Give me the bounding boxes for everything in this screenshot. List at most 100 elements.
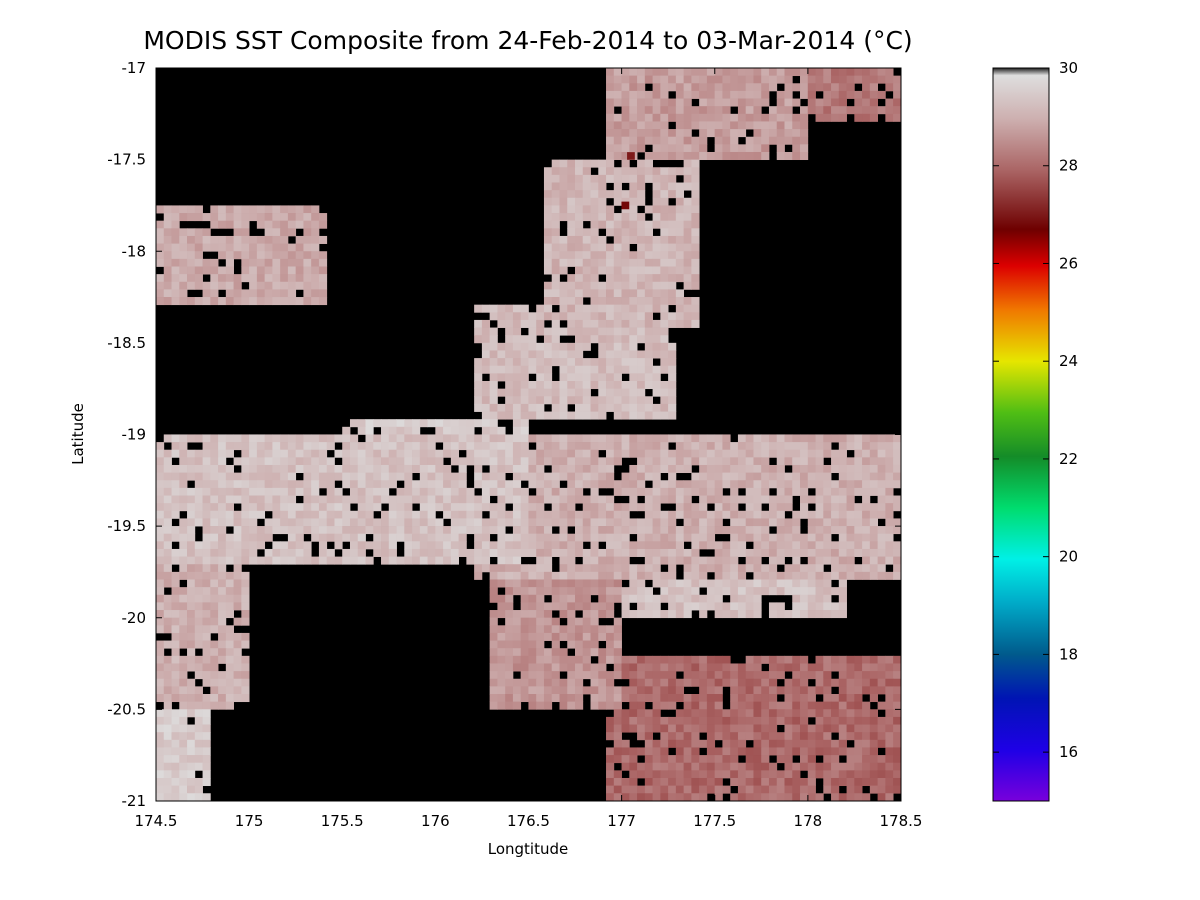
sst-cell [582, 472, 591, 481]
sst-cell [598, 411, 607, 420]
sst-cell [202, 587, 211, 596]
x-tick-label: 178 [794, 812, 823, 830]
sst-cell [512, 480, 522, 489]
sst-cell [846, 655, 855, 664]
sst-cell [225, 434, 234, 443]
sst-cell [823, 480, 832, 489]
sst-cell [466, 556, 475, 565]
sst-cell [156, 243, 165, 252]
sst-cell [722, 716, 731, 725]
sst-cell [706, 487, 716, 496]
sst-cell [885, 747, 894, 756]
sst-cell [714, 121, 723, 130]
sst-cell [598, 587, 607, 596]
sst-cell [691, 434, 700, 443]
sst-cell [714, 98, 723, 107]
sst-cell [652, 503, 661, 512]
sst-cell [753, 663, 762, 672]
sst-cell [730, 541, 739, 550]
sst-cell [295, 480, 304, 489]
sst-cell [668, 594, 677, 603]
sst-cell [303, 503, 312, 512]
sst-cell [481, 487, 491, 496]
sst-cell [784, 724, 793, 733]
sst-cell [606, 228, 615, 237]
sst-cell [567, 235, 576, 244]
sst-cell [877, 701, 886, 710]
sst-cell [256, 205, 266, 214]
sst-cell [637, 350, 646, 359]
sst-cell [590, 541, 599, 550]
sst-cell [194, 434, 203, 443]
sst-cell [753, 464, 762, 474]
sst-cell [784, 121, 793, 130]
sst-cell [621, 777, 630, 787]
sst-cell [753, 518, 762, 527]
sst-cell [512, 495, 522, 504]
sst-cell [869, 526, 878, 535]
sst-cell [334, 495, 343, 504]
sst-cell [163, 793, 172, 802]
sst-cell [179, 213, 188, 222]
sst-cell [303, 480, 312, 489]
sst-cell [590, 625, 599, 634]
sst-cell [683, 68, 692, 77]
sst-cell [706, 770, 716, 779]
sst-cell [427, 495, 436, 504]
sst-cell [660, 90, 669, 99]
sst-cell [287, 243, 297, 252]
sst-cell [613, 487, 622, 496]
sst-cell [691, 571, 700, 580]
sst-cell [660, 151, 669, 161]
sst-cell [629, 655, 638, 664]
sst-cell [800, 785, 809, 794]
sst-cell [497, 640, 506, 649]
sst-cell [683, 159, 692, 168]
sst-cell [621, 350, 630, 359]
sst-cell [505, 541, 514, 550]
sst-cell [691, 694, 700, 703]
sst-cell [202, 625, 211, 634]
sst-cell [660, 610, 669, 619]
sst-cell [800, 487, 809, 496]
sst-cell [551, 342, 560, 351]
sst-cell [792, 556, 801, 565]
sst-cell [443, 472, 452, 481]
sst-cell [675, 686, 685, 695]
sst-cell [171, 487, 180, 496]
sst-cell [419, 518, 428, 527]
sst-cell [714, 755, 723, 764]
sst-cell [714, 579, 723, 588]
sst-cell [528, 686, 537, 695]
sst-cell [427, 464, 436, 474]
sst-cell [287, 541, 297, 550]
sst-cell [699, 571, 708, 580]
sst-cell [644, 228, 653, 237]
sst-cell [606, 732, 615, 741]
sst-cell [668, 411, 677, 420]
sst-cell [652, 106, 661, 115]
sst-cell [660, 251, 669, 260]
sst-cell [179, 442, 188, 451]
sst-cell [831, 75, 840, 84]
sst-cell [497, 464, 506, 474]
sst-cell [303, 213, 312, 222]
sst-cell [256, 556, 266, 565]
sst-cell [745, 564, 754, 573]
sst-cell [218, 251, 227, 260]
sst-cell [598, 533, 607, 542]
sst-cell [559, 381, 568, 390]
sst-cell [241, 587, 250, 596]
sst-cell [792, 144, 801, 153]
sst-cell [303, 510, 312, 519]
sst-cell [543, 610, 553, 619]
sst-cell [683, 319, 692, 328]
sst-cell [877, 548, 886, 557]
sst-cell [691, 190, 700, 199]
sst-cell [210, 701, 219, 710]
sst-cell [637, 449, 646, 458]
sst-cell [792, 793, 801, 802]
sst-cell [838, 747, 847, 756]
sst-cell [163, 495, 172, 504]
sst-cell [722, 564, 731, 573]
